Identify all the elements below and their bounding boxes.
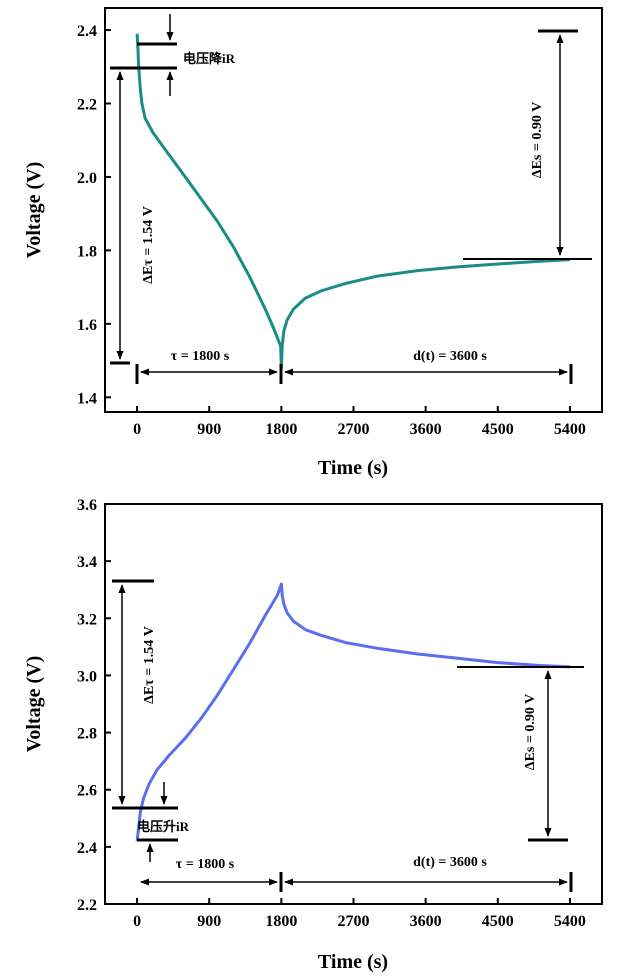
tau-label: τ = 1800 s <box>171 349 230 364</box>
y-tick-label: 2.4 <box>77 840 97 857</box>
x-axis-label: Time (s) <box>318 457 388 479</box>
y-tick-label: 3.4 <box>77 554 97 571</box>
x-tick-label: 900 <box>197 421 221 438</box>
chart-top: 0 900 1800 2700 3600 4500 5400 1.4 1.6 1.8 2.0 2.2… <box>23 7 603 479</box>
x-tick-label: 5400 <box>554 421 586 438</box>
annotations <box>112 579 584 892</box>
y-tick-label: 2.0 <box>77 170 97 187</box>
x-tick-label: 2700 <box>338 913 370 930</box>
delta-tau-label: ΔEτ = 1.54 V <box>142 626 157 704</box>
x-tick-label: 900 <box>197 913 221 930</box>
y-tick-label: 1.8 <box>77 243 97 260</box>
y-tick-label: 1.4 <box>77 390 97 407</box>
tau-label: τ = 1800 s <box>176 857 235 872</box>
y-axis-label: Voltage (V) <box>23 162 45 258</box>
y-tick-labels: 1.4 1.6 1.8 2.0 2.2 2.4 <box>77 23 97 407</box>
x-tick-label: 2700 <box>338 421 370 438</box>
voltage-curve <box>135 582 570 842</box>
chart-bottom: 0 900 1800 2700 3600 4500 5400 2.2 2.4 2.6 2.8 3.0… <box>23 497 603 973</box>
y-tick-label: 2.2 <box>77 96 97 113</box>
x-tick-labels: 0 900 1800 2700 3600 4500 5400 <box>133 421 586 438</box>
y-tick-label: 2.8 <box>77 726 97 743</box>
y-tick-labels: 2.2 2.4 2.6 2.8 3.0 3.2 3.4 3.6 <box>77 497 97 914</box>
x-tick-labels: 0 900 1800 2700 3600 4500 5400 <box>133 913 586 930</box>
y-tick-label: 3.0 <box>77 668 97 685</box>
x-axis-label: Time (s) <box>318 951 388 973</box>
x-tick-label: 1800 <box>265 421 297 438</box>
delta-s-label: ΔEs = 0.90 V <box>523 694 538 770</box>
x-tick-label: 5400 <box>554 913 586 930</box>
dt-label: d(t) = 3600 s <box>413 855 487 870</box>
x-tick-label: 3600 <box>410 421 442 438</box>
y-tick-label: 3.2 <box>77 611 97 628</box>
tick-marks <box>105 503 571 905</box>
delta-tau-label: ΔEτ = 1.54 V <box>141 206 156 284</box>
x-tick-label: 0 <box>133 913 141 930</box>
tick-marks <box>105 29 571 412</box>
y-tick-label: 2.4 <box>77 23 97 40</box>
delta-s-label: ΔEs = 0.90 V <box>530 102 545 178</box>
y-tick-label: 1.6 <box>77 317 97 334</box>
x-tick-label: 1800 <box>265 913 297 930</box>
ir-drop-label: 电压降iR <box>183 51 236 66</box>
x-tick-label: 3600 <box>410 913 442 930</box>
y-tick-label: 2.6 <box>77 783 97 800</box>
ir-rise-label: 电压升iR <box>137 819 190 834</box>
y-tick-label: 2.2 <box>77 897 97 914</box>
x-tick-label: 0 <box>133 421 141 438</box>
y-tick-label: 3.6 <box>77 497 97 514</box>
annotations <box>110 14 592 384</box>
y-axis-label: Voltage (V) <box>23 656 45 752</box>
x-tick-label: 4500 <box>482 421 514 438</box>
voltage-curve <box>135 33 570 370</box>
x-tick-label: 4500 <box>482 913 514 930</box>
dt-label: d(t) = 3600 s <box>413 349 487 364</box>
